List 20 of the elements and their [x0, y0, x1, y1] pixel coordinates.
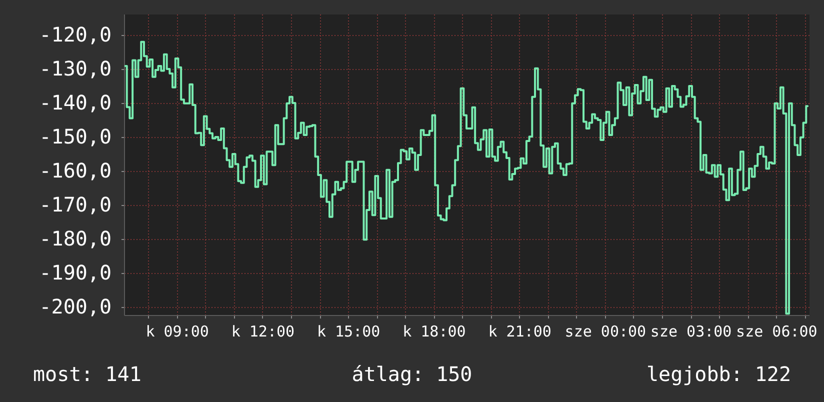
text: most: 141 — [33, 362, 142, 386]
y-tick-label: -200,0 — [39, 294, 112, 318]
y-tick-label: -140,0 — [39, 90, 112, 115]
x-tick-label: k 21:00 — [488, 322, 552, 340]
y-tick-label: -190,0 — [39, 260, 112, 284]
x-tick-label: k 12:00 — [231, 322, 295, 340]
y-tick-label: -180,0 — [39, 226, 112, 250]
x-tick-label: k 15:00 — [316, 322, 380, 340]
x-tick-label: sze 00:00 — [564, 322, 646, 340]
text: legjobb: 122 — [646, 362, 791, 386]
x-tick-label: k 18:00 — [402, 322, 466, 340]
y-tick-label: -120,0 — [39, 22, 112, 47]
y-tick-label: -160,0 — [39, 158, 112, 182]
y-tick-label: -170,0 — [39, 192, 112, 216]
text: átlag: 150 — [352, 362, 472, 386]
x-tick-label: sze 06:00 — [736, 322, 818, 340]
y-tick-label: -130,0 — [39, 56, 112, 81]
x-tick-label: k 09:00 — [146, 322, 209, 340]
x-tick-label: sze 03:00 — [650, 322, 732, 340]
y-tick-label: -150,0 — [39, 124, 112, 148]
